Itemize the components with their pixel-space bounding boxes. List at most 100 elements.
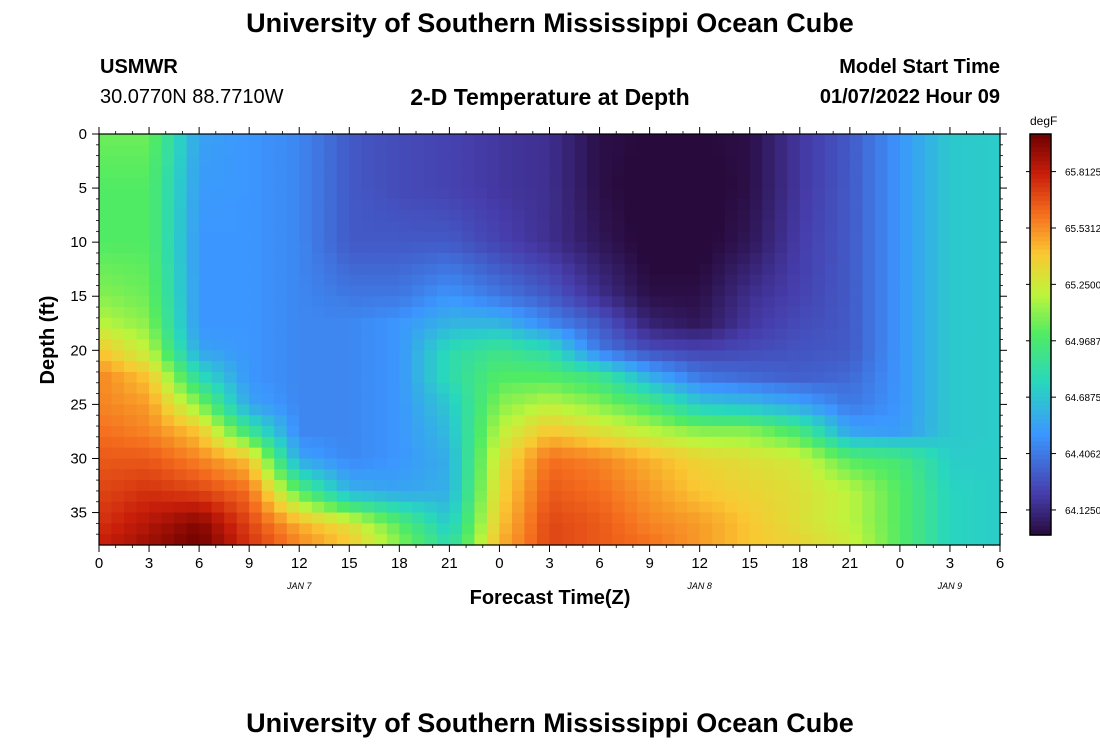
- heatmap-cell: [361, 166, 375, 178]
- heatmap-cell: [124, 458, 138, 470]
- heatmap-cell: [699, 426, 713, 438]
- heatmap-cell: [99, 166, 113, 178]
- heatmap-cell: [399, 242, 413, 254]
- heatmap-cell: [774, 134, 788, 146]
- heatmap-cell: [211, 155, 225, 168]
- heatmap-cell: [224, 361, 238, 373]
- heatmap-cell: [299, 144, 313, 157]
- heatmap-cell: [199, 339, 213, 351]
- heatmap-cell: [562, 263, 576, 276]
- heatmap-cell: [574, 415, 588, 427]
- heatmap-cell: [949, 231, 964, 243]
- heatmap-cell: [924, 328, 939, 341]
- heatmap-cell: [436, 361, 450, 373]
- heatmap-cell: [399, 188, 413, 200]
- heatmap-cell: [499, 371, 513, 384]
- heatmap-cell: [274, 263, 288, 276]
- heatmap-cell: [249, 447, 263, 460]
- heatmap-cell: [386, 209, 400, 222]
- heatmap-cell: [587, 490, 601, 503]
- heatmap-cell: [824, 263, 838, 276]
- heatmap-cell: [524, 285, 538, 297]
- heatmap-cell: [937, 480, 951, 492]
- heatmap-cell: [799, 328, 813, 341]
- heatmap-cell: [286, 144, 300, 157]
- heatmap-cell: [974, 144, 989, 157]
- heatmap-cell: [687, 198, 701, 211]
- heatmap-cell: [124, 415, 138, 427]
- heatmap-cell: [599, 436, 613, 449]
- colorbar-tick-label: 64.1250: [1065, 506, 1100, 517]
- heatmap-cell: [687, 220, 701, 232]
- heatmap-cell: [549, 512, 563, 524]
- heatmap-cell: [737, 371, 751, 384]
- heatmap-cell: [286, 458, 300, 470]
- heatmap-cell: [574, 328, 588, 341]
- y-tick-label: 30: [70, 450, 87, 467]
- heatmap-cell: [949, 361, 964, 373]
- heatmap-cell: [174, 501, 188, 514]
- heatmap-cell: [887, 426, 901, 438]
- heatmap-cell: [612, 188, 626, 200]
- heatmap-cell: [924, 144, 939, 157]
- heatmap-cell: [712, 252, 726, 265]
- heatmap-cell: [336, 339, 350, 351]
- heatmap-cell: [399, 523, 413, 535]
- heatmap-cell: [161, 523, 175, 535]
- heatmap-cell: [574, 285, 588, 297]
- heatmap-cell: [899, 490, 913, 503]
- heatmap-cell: [349, 296, 363, 308]
- heatmap-cell: [737, 490, 751, 503]
- heatmap-cell: [712, 209, 726, 222]
- heatmap-cell: [787, 166, 801, 178]
- heatmap-cell: [649, 177, 663, 189]
- heatmap-cell: [461, 469, 476, 481]
- heatmap-cell: [937, 144, 951, 157]
- heatmap-cell: [974, 350, 989, 362]
- heatmap-cell: [336, 296, 350, 308]
- heatmap-cell: [411, 144, 425, 157]
- heatmap-cell: [336, 155, 350, 168]
- heatmap-cell: [511, 393, 526, 405]
- heatmap-cell: [499, 350, 513, 362]
- heatmap-cell: [799, 480, 813, 492]
- heatmap-cell: [311, 501, 325, 514]
- heatmap-cell: [424, 436, 438, 449]
- heatmap-cell: [724, 242, 738, 254]
- heatmap-cell: [987, 339, 1001, 351]
- heatmap-cell: [336, 263, 350, 276]
- heatmap-cell: [474, 252, 488, 265]
- colorbar-tick-label: 65.5312: [1065, 224, 1100, 235]
- heatmap-cell: [574, 220, 588, 232]
- heatmap-cell: [174, 339, 188, 351]
- heatmap-cell: [824, 144, 838, 157]
- heatmap-cell: [211, 307, 225, 319]
- colorbar-swatch: [1030, 281, 1051, 287]
- heatmap-cell: [949, 166, 964, 178]
- heatmap-cell: [762, 166, 776, 178]
- heatmap-cell: [699, 339, 713, 351]
- heatmap-cell: [324, 144, 338, 157]
- heatmap-cell: [974, 480, 989, 492]
- colorbar-swatch: [1030, 227, 1051, 233]
- heatmap-cell: [824, 490, 838, 503]
- heatmap-cell: [411, 328, 425, 341]
- heatmap-cell: [486, 263, 501, 276]
- heatmap-cell: [186, 198, 200, 211]
- heatmap-cell: [837, 371, 851, 384]
- heatmap-cell: [424, 361, 438, 373]
- heatmap-cell: [974, 134, 989, 146]
- heatmap-cell: [662, 328, 676, 341]
- heatmap-cell: [274, 512, 288, 524]
- heatmap-cell: [699, 382, 713, 395]
- heatmap-cell: [562, 307, 576, 319]
- heatmap-cell: [336, 447, 350, 460]
- heatmap-cell: [887, 480, 901, 492]
- heatmap-cell: [336, 426, 350, 438]
- heatmap-cell: [499, 307, 513, 319]
- heatmap-cell: [474, 447, 488, 460]
- heatmap-cell: [536, 220, 551, 232]
- heatmap-cell: [837, 155, 851, 168]
- heatmap-cell: [612, 307, 626, 319]
- heatmap-cell: [837, 339, 851, 351]
